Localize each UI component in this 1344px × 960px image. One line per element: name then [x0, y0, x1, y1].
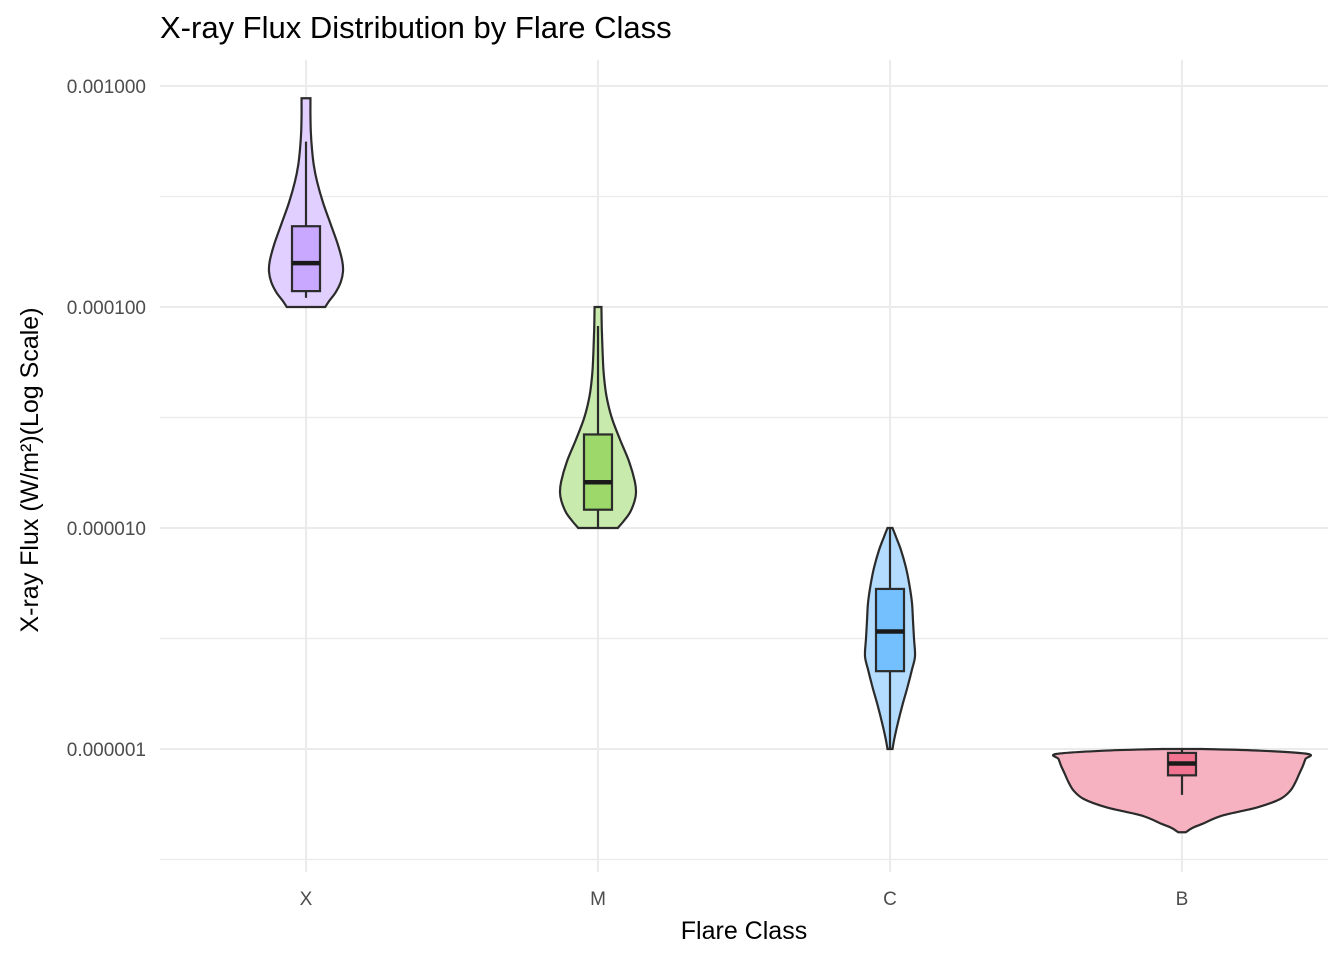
grid-layer	[160, 60, 1328, 872]
chart-title: X-ray Flux Distribution by Flare Class	[160, 10, 672, 45]
x-tick-label: C	[883, 889, 897, 910]
x-axis-title: Flare Class	[681, 917, 807, 945]
box-m	[582, 433, 614, 511]
x-tick-label: X	[300, 889, 313, 910]
y-tick-label: 0.001000	[67, 77, 146, 98]
x-tick-label: B	[1176, 889, 1189, 910]
box-x	[290, 225, 322, 293]
violin-group-x	[267, 97, 345, 309]
violin-group-m	[558, 305, 638, 530]
violin-layer	[267, 97, 1313, 834]
x-tick-label: M	[590, 889, 606, 910]
y-tick-label: 0.000010	[67, 519, 146, 540]
y-tick-label: 0.000001	[67, 740, 146, 761]
violin-group-c	[863, 526, 917, 751]
y-tick-label: 0.000100	[67, 298, 146, 319]
violin-group-b	[1051, 747, 1313, 834]
y-axis-title: X-ray Flux (W/m²)(Log Scale)	[16, 307, 44, 632]
axis-layer: 0.000001 0.000010 0.000100 0.001000 X M C B	[67, 77, 1189, 910]
